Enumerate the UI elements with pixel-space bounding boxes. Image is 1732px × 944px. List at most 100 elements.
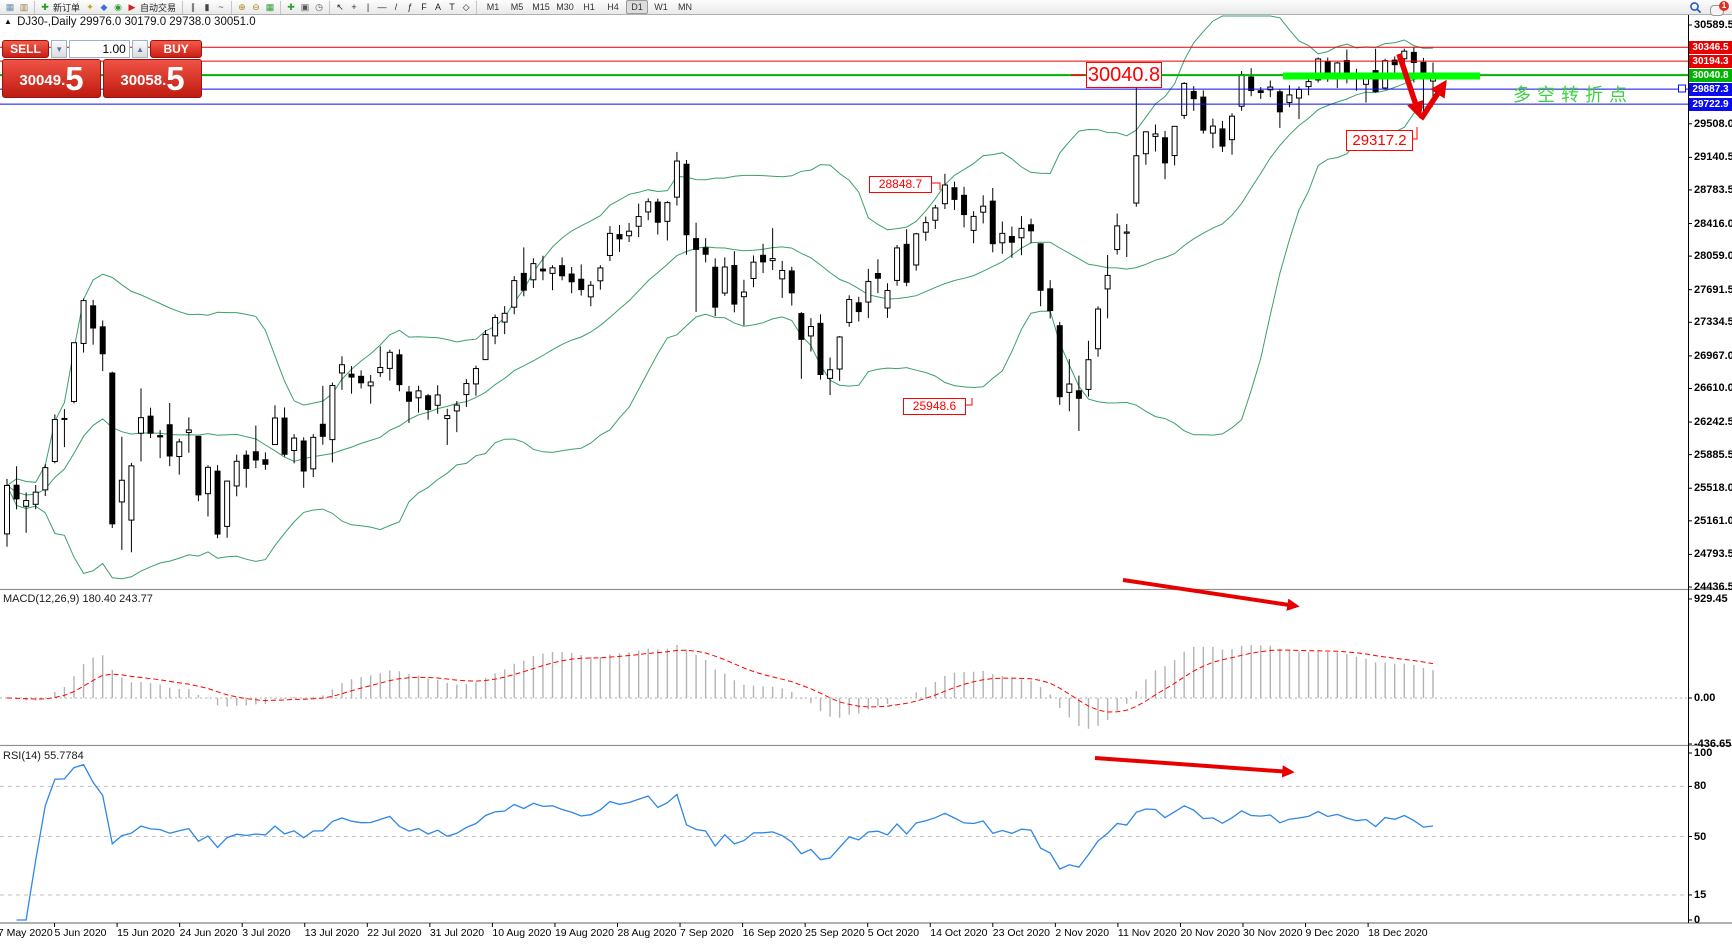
timeframe-h1[interactable]: H1 (583, 2, 595, 12)
macd-divergence-arrow[interactable] (1122, 578, 1300, 611)
volume-increase-button[interactable]: ▲ (131, 40, 149, 58)
toolbar-group: ✚ 新订单 ✦ ◆ ◉ ▶ 自动交易 (35, 0, 184, 14)
price-tick-label: 25885.5 (1694, 448, 1732, 461)
price-tick-label: 30589.5 (1694, 19, 1732, 31)
label-icon[interactable]: T (449, 2, 455, 12)
price-tick-label: 24436.5 (1694, 581, 1732, 593)
market-watch-icon[interactable]: ◆ (100, 2, 108, 12)
crosshair-icon[interactable]: + (351, 2, 357, 12)
symbol-marker-icon: ▲ (4, 17, 12, 26)
date-tick-label: 7 Sep 2020 (680, 927, 734, 939)
bollinger-band (6, 15, 1434, 486)
date-tick-label: 31 Jul 2020 (429, 927, 485, 939)
date-tick-label: 5 Oct 2020 (867, 927, 920, 939)
profiles-icon[interactable]: ▥ (19, 2, 29, 12)
fibo-icon[interactable]: ƒ (407, 2, 413, 12)
channel-icon[interactable]: F (421, 2, 427, 12)
timeframe-m5[interactable]: M5 (510, 2, 524, 12)
price-tick-label: 25161.0 (1694, 514, 1732, 527)
toolbar-group: ∥ ▮ ~ (183, 0, 233, 14)
new-order-label[interactable]: 新订单 (53, 2, 81, 13)
macd-tick-label: -436.65 (1694, 738, 1732, 750)
date-tick-label: 11 Nov 2020 (1117, 927, 1177, 939)
pullback-target-label[interactable]: 29317.2 (1346, 130, 1413, 151)
date-tick-label: 28 Aug 2020 (617, 927, 677, 939)
bar-chart-icon[interactable]: ∥ (190, 2, 196, 12)
new-chart-icon[interactable]: ▦ (5, 2, 15, 12)
forecast-down-arrow[interactable] (1396, 53, 1424, 119)
date-tick-label: 30 Nov 2020 (1243, 927, 1303, 939)
trendline-icon[interactable]: / (394, 2, 398, 12)
notifications-icon[interactable]: 1 (1710, 0, 1729, 16)
price-level-badge: 30194.3 (1689, 54, 1732, 68)
tile-windows-icon[interactable]: ▦ (265, 2, 275, 12)
line-anchor-marker[interactable] (1678, 84, 1686, 93)
toolbar-group: ⊕ ⊖ ▦ (232, 0, 282, 14)
timeframe-h4[interactable]: H4 (607, 2, 619, 12)
date-tick-label: 20 Nov 2020 (1180, 927, 1240, 939)
strategy-tester-icon[interactable]: ✦ (86, 2, 94, 12)
price-tick-label: 26967.0 (1694, 349, 1732, 362)
highlight-bar[interactable] (1283, 72, 1480, 80)
text-icon[interactable]: A (435, 2, 442, 12)
timeframe-mn[interactable]: MN (678, 2, 693, 12)
new-order-icon[interactable]: ✚ (41, 2, 49, 12)
price-level-badge: 30346.5 (1689, 40, 1732, 54)
period-menu-icon[interactable]: ◷ (315, 2, 323, 12)
volume-decrease-button[interactable]: ▼ (50, 40, 68, 58)
price-tick-label: 28783.5 (1694, 183, 1732, 196)
search-icon[interactable] (1689, 1, 1702, 16)
price-tick-label: 26610.0 (1694, 382, 1732, 395)
zoom-out-icon[interactable]: ⊖ (252, 2, 260, 12)
price-tick-label: 24793.5 (1694, 548, 1732, 561)
october-high-label[interactable]: 28848.7 (869, 176, 932, 193)
candle-chart-icon[interactable]: ▮ (204, 2, 210, 12)
date-tick-label: 9 Dec 2020 (1305, 927, 1360, 939)
sell-button[interactable]: SELL (2, 40, 49, 58)
buy-button[interactable]: BUY (150, 40, 202, 58)
october-low-label[interactable]: 25948.6 (903, 398, 966, 415)
resistance-level-label[interactable]: 30040.8 (1086, 62, 1162, 88)
chart-title-text: DJ30-,Daily 29976.0 30179.0 29738.0 3005… (17, 16, 256, 28)
macd-tick-label: 0.00 (1694, 692, 1716, 704)
price-tick-label: 25518.0 (1694, 482, 1732, 495)
timeframe-w1[interactable]: W1 (654, 2, 668, 12)
forecast-up-arrow[interactable] (1418, 79, 1447, 121)
cursor-icon[interactable]: ↖ (336, 2, 344, 12)
buy-price-base: 30058 (120, 72, 163, 89)
line-chart-icon[interactable]: ~ (218, 2, 224, 12)
autotrade-label[interactable]: 自动交易 (140, 2, 177, 13)
rsi-tick-label: 15 (1694, 888, 1707, 901)
hline-icon[interactable]: — (377, 2, 387, 12)
date-tick-label: 18 Dec 2020 (1368, 927, 1428, 939)
rsi-tick-label: 100 (1694, 747, 1713, 759)
objects-icon[interactable]: ▣ (300, 2, 310, 12)
volume-input[interactable]: 1.00 (69, 40, 130, 58)
turning-point-note[interactable]: 多空转折点 (1513, 85, 1633, 105)
timeframe-m15[interactable]: M15 (532, 2, 550, 12)
rsi-divergence-arrow[interactable] (1094, 756, 1295, 778)
vline-icon[interactable]: | (366, 2, 370, 12)
timeframe-m1[interactable]: M1 (486, 2, 500, 12)
sell-price-display[interactable]: 30049. 5 (2, 59, 101, 98)
price-tick-label: 26242.5 (1694, 416, 1732, 429)
date-tick-label: 27 May 2020 (0, 927, 53, 939)
price-tick-label: 29508.0 (1694, 117, 1732, 130)
date-tick-label: 23 Oct 2020 (992, 927, 1051, 939)
macd-label: MACD(12,26,9) 180.40 243.77 (3, 593, 153, 605)
date-tick-label: 3 Jul 2020 (242, 927, 291, 939)
autotrade-icon[interactable]: ▶ (128, 2, 136, 12)
rsi-line (16, 763, 1434, 921)
bollinger-band (6, 106, 1433, 580)
indicators-icon[interactable]: ✚ (287, 2, 295, 12)
timeframe-m30[interactable]: M30 (556, 2, 574, 12)
timeframe-d1[interactable]: D1 (626, 0, 649, 14)
buy-price-display[interactable]: 30058. 5 (103, 59, 202, 98)
macd-tick-label: 929.45 (1694, 593, 1728, 605)
signals-icon[interactable]: ◉ (114, 2, 122, 12)
shapes-icon[interactable]: ◇ (462, 2, 470, 12)
zoom-in-icon[interactable]: ⊕ (238, 2, 246, 12)
price-level-badge: 29722.9 (1689, 97, 1732, 111)
toolbar-group: ↖ + | — / ƒ F A T ◇ (330, 0, 478, 14)
